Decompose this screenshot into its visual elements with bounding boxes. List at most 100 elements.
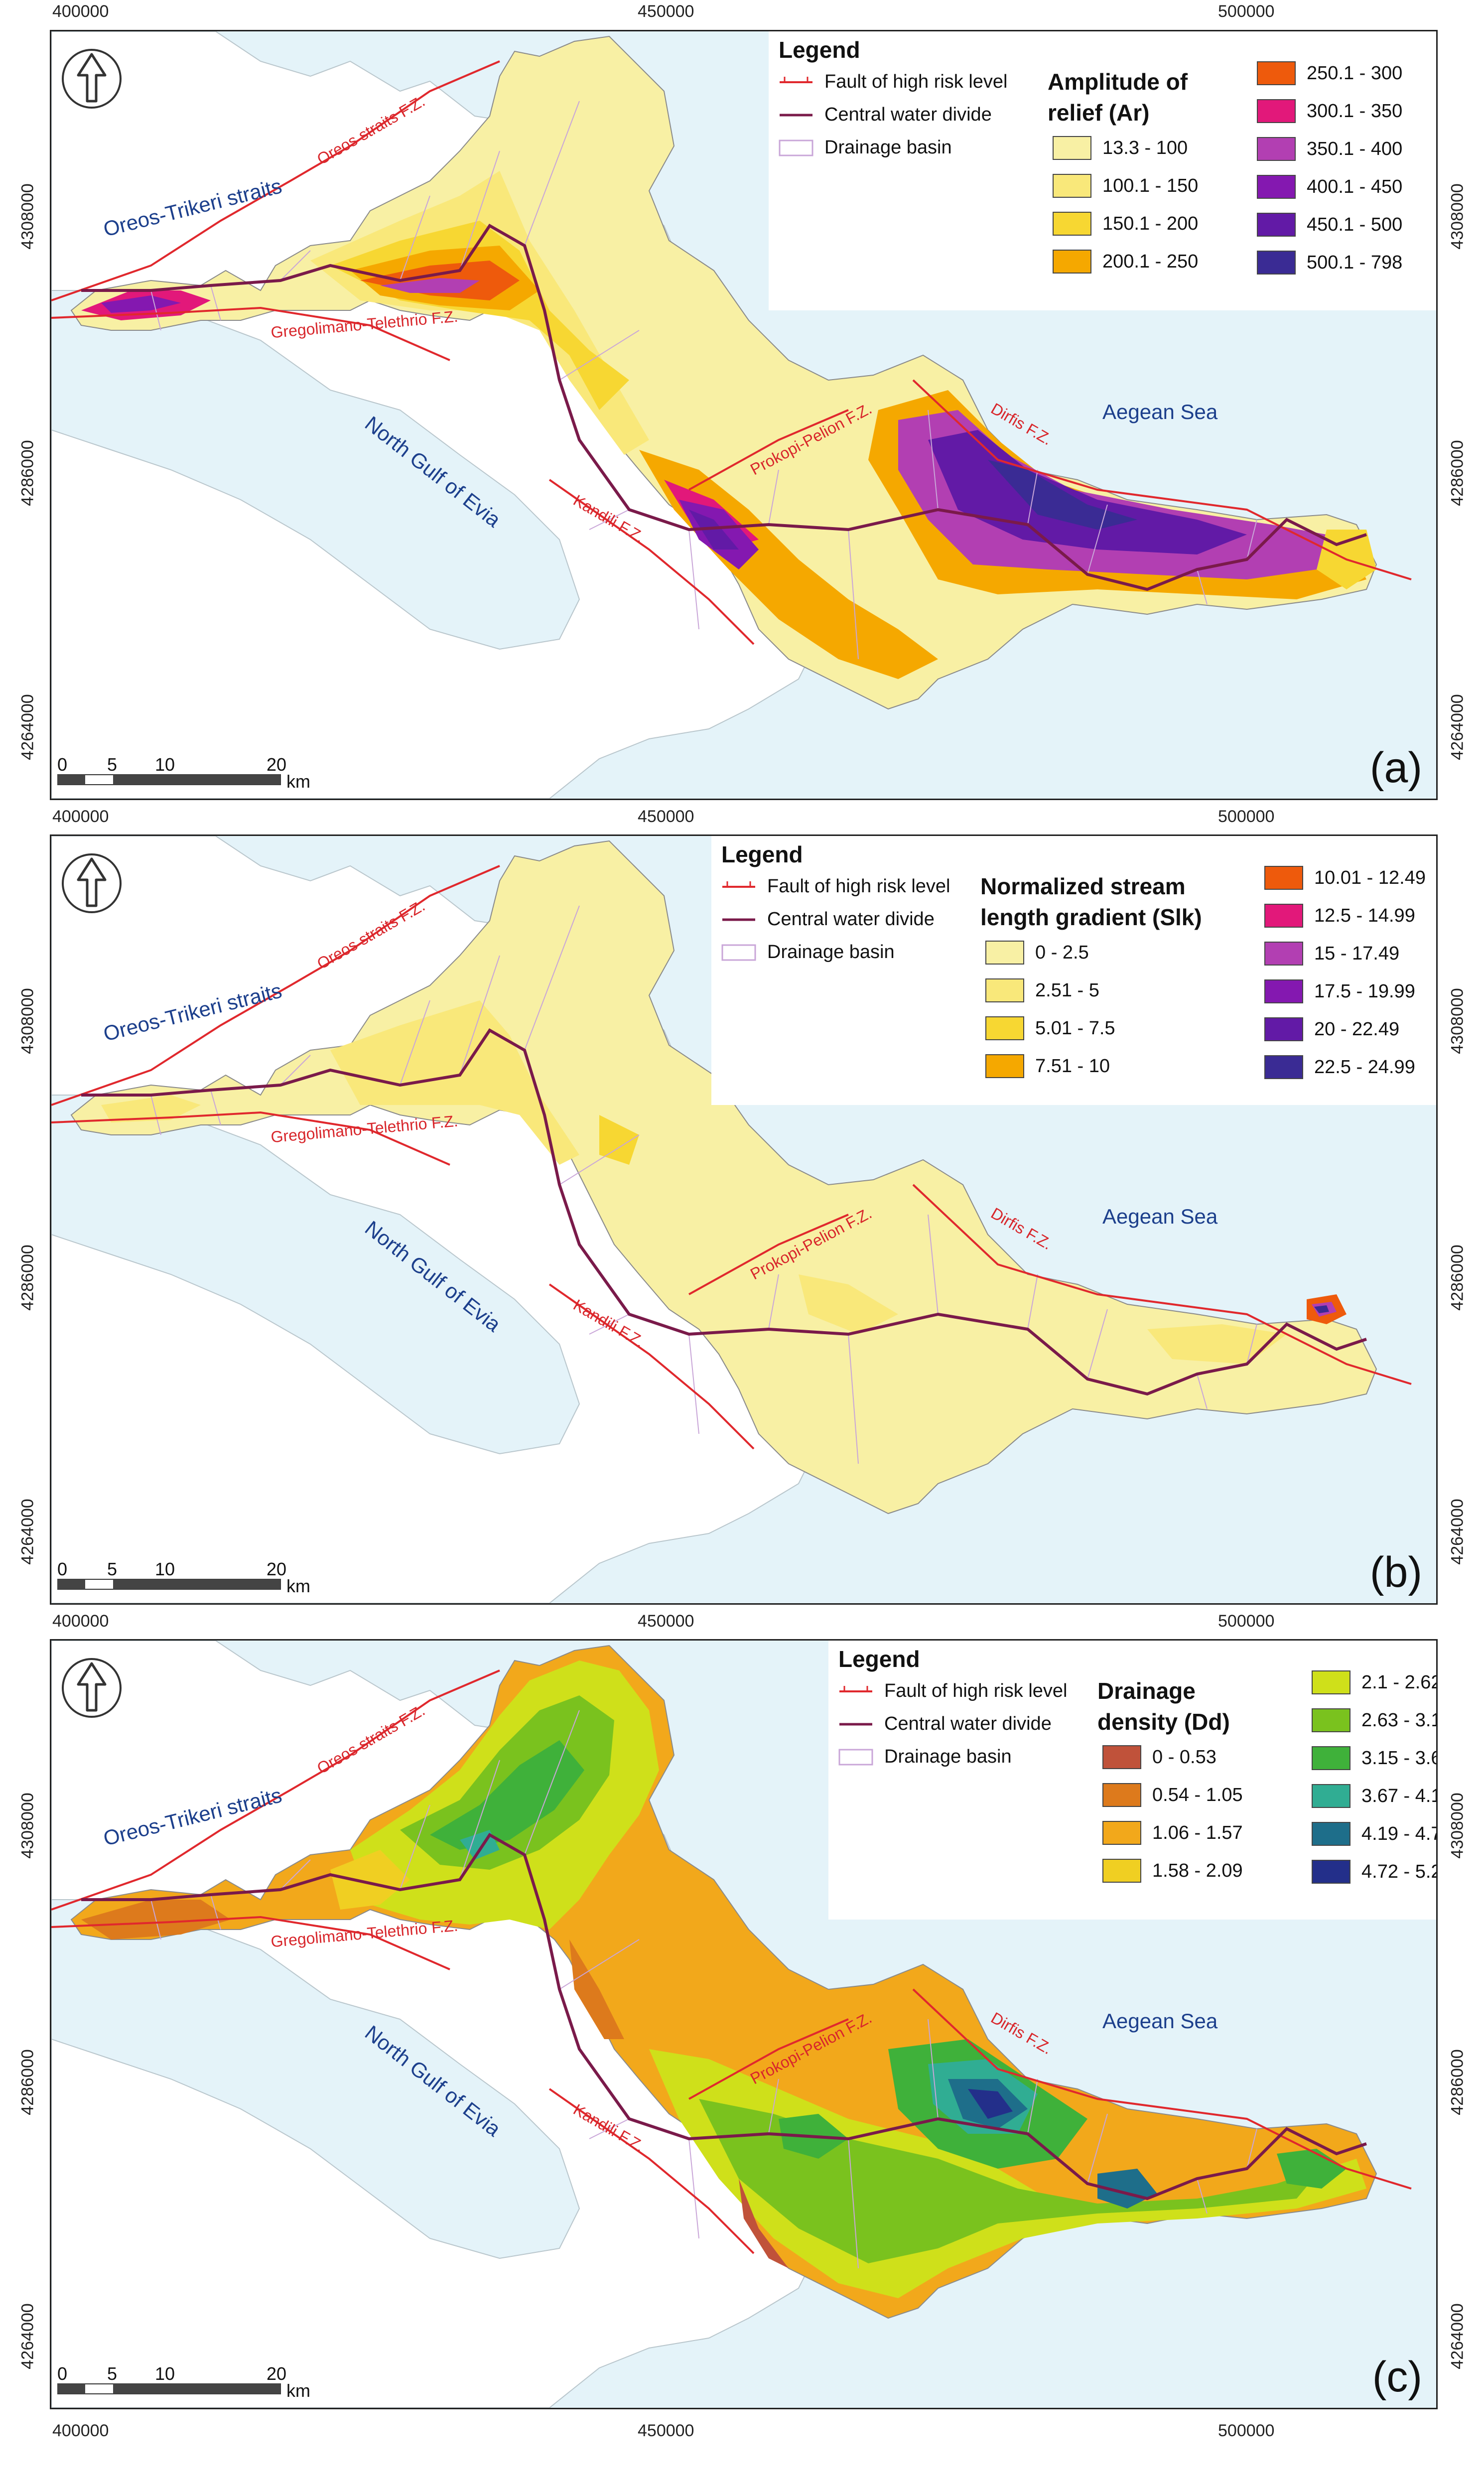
legend-swatch bbox=[1053, 250, 1091, 274]
legend-swatch bbox=[985, 1054, 1024, 1078]
north-arrow bbox=[59, 1656, 124, 1720]
legend-class-4: 10.01 - 12.49 bbox=[1264, 866, 1426, 890]
legend-swatch bbox=[1053, 212, 1091, 236]
legend-class-label: 13.3 - 100 bbox=[1102, 137, 1188, 158]
legend-class-label: 400.1 - 450 bbox=[1307, 176, 1403, 197]
legend-swatch bbox=[1257, 99, 1296, 123]
legend-swatch bbox=[1053, 136, 1091, 160]
legend-swatch bbox=[1312, 1670, 1350, 1694]
north-arrow bbox=[59, 46, 124, 111]
legend-fault: Fault of high risk level bbox=[838, 1680, 1068, 1702]
class-zone bbox=[1147, 1324, 1287, 1364]
north-gulf-water bbox=[51, 1899, 580, 2259]
legend-divide: Central water divide bbox=[838, 1713, 1052, 1735]
map-legend: Legend Fault of high risk level Central wa… bbox=[711, 836, 1436, 1105]
label-aegean: Aegean Sea bbox=[1102, 2009, 1218, 2033]
legend-class-label: 2.51 - 5 bbox=[1035, 979, 1099, 1001]
legend-basin-icon bbox=[779, 139, 813, 156]
legend-divide-label: Central water divide bbox=[824, 104, 992, 125]
legend-swatch bbox=[1264, 942, 1303, 966]
legend-swatch bbox=[1257, 251, 1296, 275]
north-arrow bbox=[59, 851, 124, 916]
y-tick-label: 4264000 bbox=[18, 2303, 37, 2369]
class-zone bbox=[988, 460, 1137, 530]
legend-divide: Central water divide bbox=[779, 104, 992, 126]
legend-class-1: 2.51 - 5 bbox=[985, 978, 1099, 1002]
legend-swatch bbox=[1257, 213, 1296, 237]
legend-fault-label: Fault of high risk level bbox=[767, 876, 950, 897]
legend-class-6: 15 - 17.49 bbox=[1264, 942, 1399, 966]
legend-class-0: 0 - 2.5 bbox=[985, 941, 1089, 965]
x-tick-label: 400000 bbox=[52, 2, 109, 21]
legend-fault-label: Fault of high risk level bbox=[884, 1680, 1068, 1701]
legend-class-1: 0.54 - 1.05 bbox=[1102, 1783, 1243, 1807]
legend-swatch bbox=[1312, 1860, 1350, 1884]
svg-text:5: 5 bbox=[107, 1559, 117, 1579]
scale-bar: 0 5 10 20 km bbox=[57, 2361, 336, 2401]
map-panel-c: 0 5 10 20 km Oreos-Trikeri straits North… bbox=[50, 1639, 1438, 2409]
svg-text:10: 10 bbox=[155, 2363, 175, 2384]
legend-class-6: 3.15 - 3.66 bbox=[1312, 1746, 1436, 1770]
legend-class-3: 1.58 - 2.09 bbox=[1102, 1859, 1243, 1883]
class-zone bbox=[430, 1740, 584, 1850]
scale-bar: 0 5 10 20 km bbox=[57, 1556, 336, 1596]
svg-text:20: 20 bbox=[267, 754, 286, 775]
legend-swatch bbox=[1312, 1784, 1350, 1808]
legend-class-label: 7.51 - 10 bbox=[1035, 1055, 1110, 1077]
class-zone bbox=[310, 171, 649, 455]
legend-class-label: 3.67 - 4.18 bbox=[1361, 1785, 1436, 1806]
legend-class-5: 300.1 - 350 bbox=[1257, 99, 1402, 123]
legend-class-label: 2.1 - 2.62 bbox=[1361, 1671, 1438, 1693]
legend-quantity-title: Normalized stream length gradient (Slk) bbox=[980, 873, 1202, 930]
svg-text:5: 5 bbox=[107, 2363, 117, 2384]
legend-class-7: 400.1 - 450 bbox=[1257, 175, 1402, 199]
legend-title: Legend bbox=[779, 37, 860, 63]
legend-class-5: 2.63 - 3.14 bbox=[1312, 1708, 1436, 1732]
y-tick-label: 4286000 bbox=[1448, 1245, 1467, 1311]
x-tick-label: 450000 bbox=[638, 1612, 694, 1631]
legend-class-label: 1.06 - 1.57 bbox=[1152, 1822, 1243, 1843]
y-tick-label: 4264000 bbox=[1448, 2303, 1467, 2369]
legend-fault: Fault of high risk level bbox=[721, 876, 950, 897]
y-tick-label: 4264000 bbox=[18, 1499, 37, 1565]
x-tick-label: 400000 bbox=[52, 2421, 109, 2440]
legend-class-3: 200.1 - 250 bbox=[1053, 250, 1198, 274]
x-tick-label: 400000 bbox=[52, 1612, 109, 1631]
fault-lines bbox=[51, 1669, 1412, 2254]
legend-class-8: 4.19 - 4.71 bbox=[1312, 1822, 1436, 1846]
legend-swatch bbox=[1102, 1783, 1141, 1807]
legend-class-label: 12.5 - 14.99 bbox=[1314, 905, 1415, 926]
legend-title: Legend bbox=[721, 841, 803, 867]
y-tick-label: 4286000 bbox=[18, 1245, 37, 1311]
legend-fault: Fault of high risk level bbox=[779, 71, 1008, 93]
legend-class-0: 13.3 - 100 bbox=[1053, 136, 1188, 160]
svg-text:5: 5 bbox=[107, 754, 117, 775]
legend-fault-label: Fault of high risk level bbox=[824, 71, 1008, 92]
legend-class-label: 3.15 - 3.66 bbox=[1361, 1747, 1436, 1769]
legend-basin-label: Drainage basin bbox=[824, 137, 952, 158]
y-tick-label: 4308000 bbox=[18, 1793, 37, 1859]
svg-text:km: km bbox=[286, 2380, 310, 2401]
x-tick-label: 450000 bbox=[638, 2, 694, 21]
y-tick-label: 4286000 bbox=[1448, 440, 1467, 506]
legend-swatch bbox=[1257, 175, 1296, 199]
legend-class-label: 5.01 - 7.5 bbox=[1035, 1017, 1115, 1039]
legend-swatch bbox=[1264, 866, 1303, 890]
class-zone bbox=[330, 1000, 579, 1165]
y-tick-label: 4264000 bbox=[1448, 694, 1467, 760]
legend-class-9: 4.72 - 5.23 bbox=[1312, 1860, 1436, 1884]
legend-class-label: 10.01 - 12.49 bbox=[1314, 867, 1426, 888]
legend-class-label: 300.1 - 350 bbox=[1307, 100, 1403, 122]
y-tick-label: 4308000 bbox=[1448, 988, 1467, 1054]
legend-class-label: 17.5 - 19.99 bbox=[1314, 980, 1415, 1002]
fault-lines bbox=[51, 865, 1412, 1450]
fault-lines bbox=[51, 60, 1412, 645]
panel-label: (c) bbox=[1372, 2353, 1422, 2401]
legend-swatch bbox=[1264, 1017, 1303, 1041]
legend-fault-icon bbox=[779, 74, 813, 91]
legend-class-7: 3.67 - 4.18 bbox=[1312, 1784, 1436, 1808]
legend-class-label: 22.5 - 24.99 bbox=[1314, 1056, 1415, 1078]
y-tick-label: 4308000 bbox=[1448, 183, 1467, 250]
class-zone bbox=[689, 510, 739, 550]
legend-class-label: 1.58 - 2.09 bbox=[1152, 1860, 1243, 1881]
